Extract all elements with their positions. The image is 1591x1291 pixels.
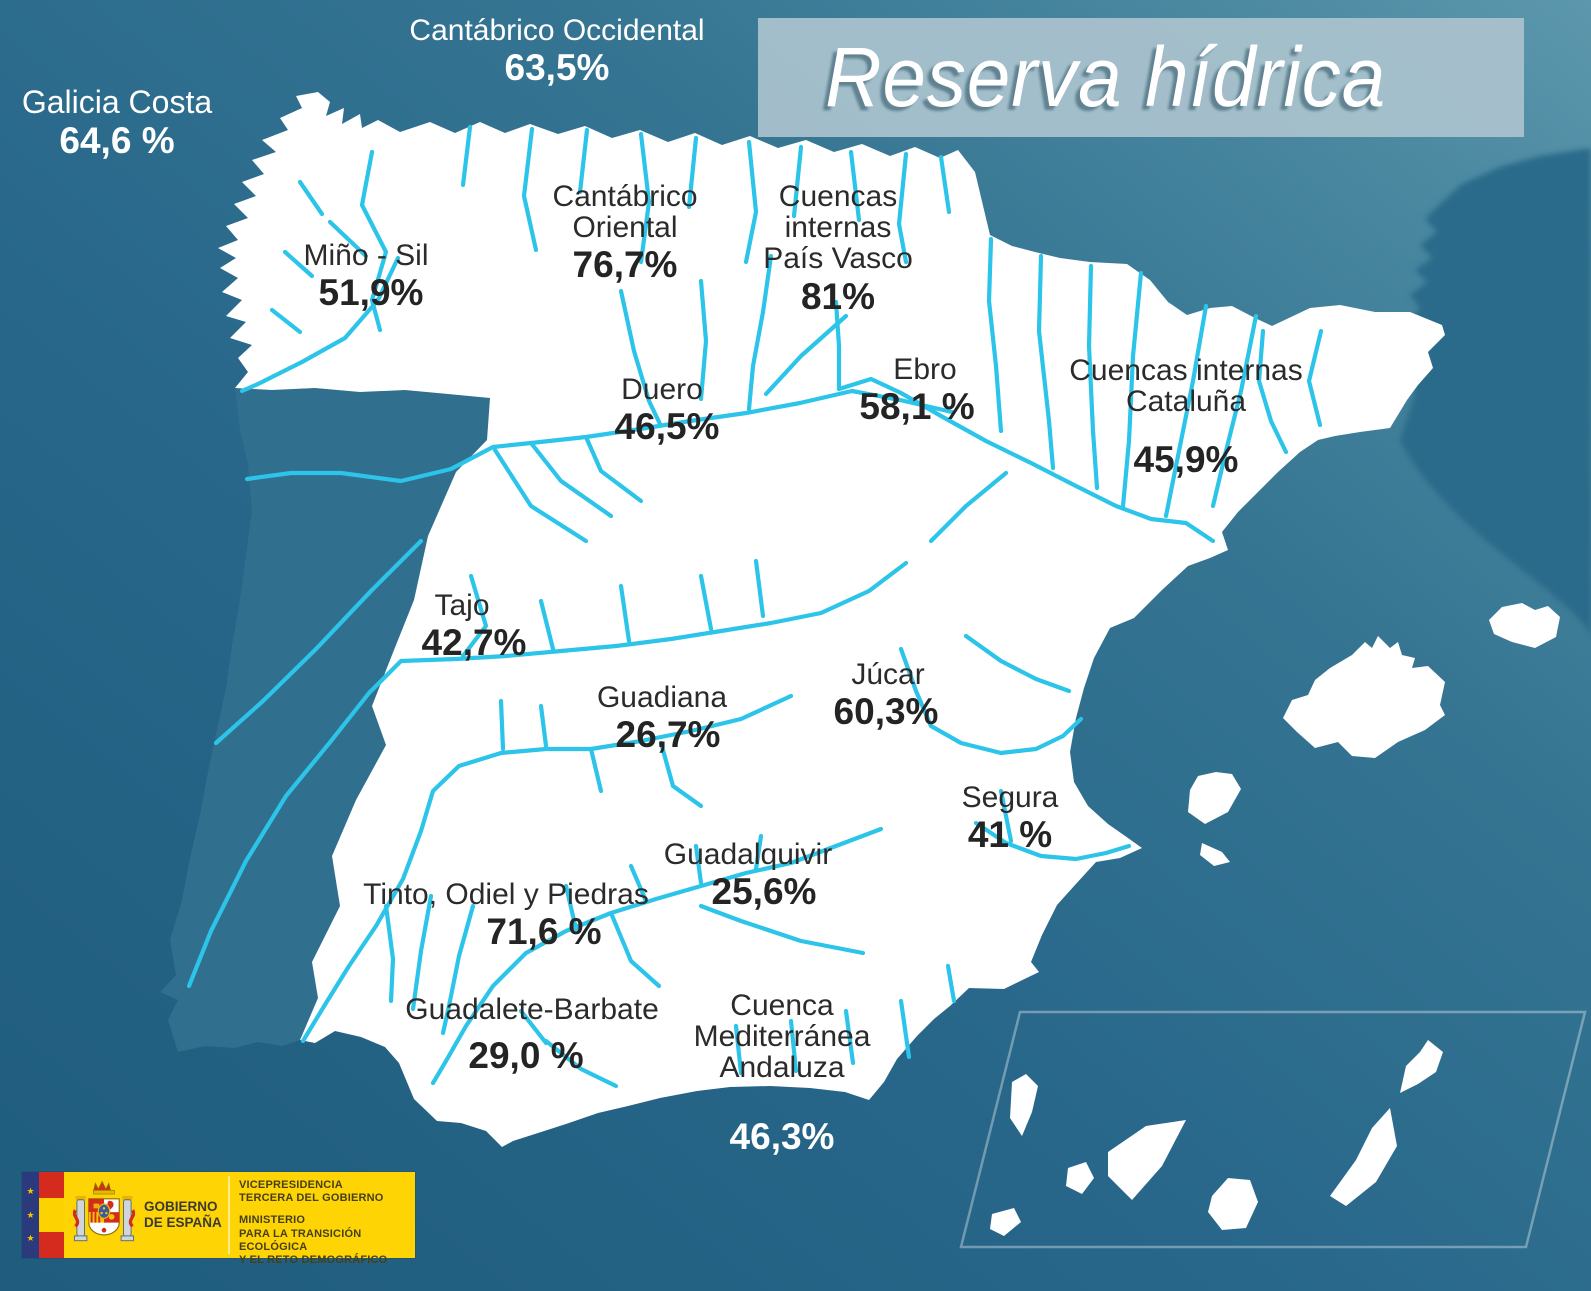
basin-name: Segura <box>961 781 1059 814</box>
coat-of-arms-icon <box>73 1180 135 1242</box>
basin-name: Guadalete-Barbate <box>405 993 659 1026</box>
france-silhouette <box>1400 148 1591 640</box>
basin-label-cantabrico-occidental: Cantábrico Occidental 63,5% <box>409 15 704 88</box>
basin-value: 46,5% <box>614 406 720 448</box>
basin-value: 46,3% <box>729 1115 835 1157</box>
basin-value: 29,0 % <box>468 1035 584 1077</box>
basin-name: Cuencas internas País Vasco <box>763 180 913 276</box>
basin-value: 76,7% <box>572 244 678 286</box>
basin-label-tinto-odiel-piedras: Tinto, Odiel y Piedras 71,6 % <box>363 879 649 952</box>
basin-label-segura: Segura 41 % <box>962 782 1059 855</box>
basin-name: Cuenca Mediterránea Andaluza <box>693 989 871 1085</box>
spain-flag-strip <box>39 1172 64 1258</box>
eu-star-icon: ★ <box>26 1185 35 1196</box>
basin-name: Tajo <box>434 589 490 622</box>
rivers <box>186 124 1324 1089</box>
basin-value: 58,1 % <box>859 386 975 428</box>
basin-label-cuenca-mediterranea-andaluza: Cuenca Mediterránea Andaluza 46,3% <box>694 990 871 1156</box>
eu-star-icon: ★ <box>26 1209 35 1220</box>
basin-value: 41 % <box>967 814 1053 856</box>
basin-label-cantabrico-oriental: Cantábrico Oriental 76,7% <box>552 181 697 285</box>
basin-value: 51,9% <box>318 272 424 314</box>
basin-label-guadalquivir: Guadalquivir 25,6% <box>664 839 832 912</box>
basin-value: 42,7% <box>421 622 527 664</box>
logo-divider <box>228 1176 230 1254</box>
basin-name: Duero <box>621 373 703 406</box>
page-title: Reserva hídrica <box>825 30 1387 124</box>
basin-value: 26,7% <box>615 714 721 756</box>
basin-label-guadiana: Guadiana 26,7% <box>597 682 727 755</box>
basin-label-galicia-costa: Galicia Costa 64,6 % <box>21 84 213 162</box>
basin-label-guadalete-barbate: Guadalete-Barbate 29,0 % <box>405 994 659 1076</box>
basin-value: 45,9% <box>1133 439 1239 481</box>
basin-name: Guadiana <box>596 681 728 714</box>
basin-name: Cantábrico Oriental <box>552 180 698 245</box>
title-box: Reserva hídrica <box>758 18 1524 137</box>
basin-name: Tinto, Odiel y Piedras <box>363 878 649 911</box>
gobierno-de-espana-label: GOBIERNO DE ESPAÑA <box>144 1199 222 1230</box>
canary-box <box>959 1010 1587 1249</box>
basin-value: 25,6% <box>711 871 817 913</box>
basin-label-jucar: Júcar 60,3% <box>833 658 941 733</box>
basin-name: Cantábrico Occidental <box>409 14 705 47</box>
basin-name: Ebro <box>893 353 957 386</box>
basin-value: 63,5% <box>504 47 610 89</box>
basin-value: 60,3% <box>833 691 939 733</box>
basin-label-cuencas-internas-pais-vasco: Cuencas internas País Vasco 81% <box>763 181 913 316</box>
basin-label-mino-sil: Miño - Sil 51,9% <box>303 240 428 313</box>
basin-name: Galicia Costa <box>21 84 213 120</box>
eu-flag-strip: ★ ★ ★ <box>22 1172 39 1258</box>
gobierno-de-espana-logo: ★ ★ ★ <box>22 1172 415 1266</box>
basin-value: 71,6 % <box>486 911 602 953</box>
basin-label-tajo: Tajo 42,7% <box>410 589 527 663</box>
basin-label-cuencas-internas-cataluna: Cuencas internas Cataluña 45,9% <box>1069 355 1302 480</box>
basin-name: Miño - Sil <box>303 239 429 272</box>
spain-coat-of-arms <box>64 1172 144 1258</box>
basin-name: Júcar <box>851 658 925 691</box>
basin-name: Guadalquivir <box>663 838 833 871</box>
basin-label-duero: Duero 46,5% <box>610 373 720 447</box>
basin-name: Cuencas internas Cataluña <box>1069 354 1303 419</box>
vicepresidency-label: VICEPRESIDENCIA TERCERA DEL GOBIERNO <box>239 1179 384 1205</box>
spain <box>218 92 1445 1147</box>
eu-star-icon: ★ <box>26 1233 35 1244</box>
basin-label-ebro: Ebro 58,1 % <box>859 353 982 427</box>
ministry-text: VICEPRESIDENCIA TERCERA DEL GOBIERNO MIN… <box>230 1172 415 1266</box>
basin-value: 81% <box>800 275 876 317</box>
balearic-islands <box>1188 603 1560 866</box>
basin-value: 64,6 % <box>59 120 175 162</box>
canary-islands <box>990 1040 1443 1236</box>
ministry-label: MINISTERIO PARA LA TRANSICIÓN ECOLÓGICA … <box>239 1214 388 1266</box>
